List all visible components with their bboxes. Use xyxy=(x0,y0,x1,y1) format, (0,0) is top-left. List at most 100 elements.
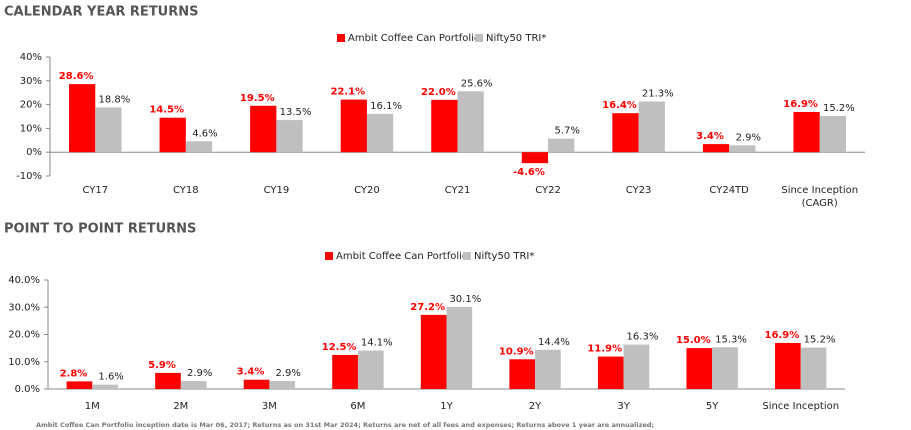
bar xyxy=(66,381,93,389)
x-tick-label: CY17 xyxy=(82,185,109,196)
bar xyxy=(243,379,270,389)
y-tick-label: 40% xyxy=(20,52,42,63)
x-tick-label: CY21 xyxy=(444,185,471,196)
y-tick-label: 0.0% xyxy=(15,384,40,395)
y-tick-label: 30% xyxy=(20,76,42,87)
data-label: 3.4% xyxy=(237,367,265,378)
bar xyxy=(185,141,213,153)
data-label: 27.2% xyxy=(410,302,445,313)
bar xyxy=(548,138,575,153)
x-tick-label: 1Y xyxy=(440,401,453,412)
data-label: 1.6% xyxy=(98,372,123,383)
data-label: 15.2% xyxy=(823,103,855,114)
data-label: 18.8% xyxy=(99,94,131,105)
data-label: 2.8% xyxy=(60,368,88,379)
bar xyxy=(819,116,846,153)
data-label: 14.5% xyxy=(149,105,184,116)
bar xyxy=(155,372,181,389)
data-label: 15.0% xyxy=(676,335,711,346)
data-label: 12.5% xyxy=(322,342,357,353)
y-tick-label: 10% xyxy=(20,123,42,134)
data-label: 16.9% xyxy=(783,99,818,110)
legend-label: Ambit Coffee Can Portfolio xyxy=(348,33,480,44)
bar xyxy=(446,306,473,389)
bar xyxy=(775,342,801,389)
x-tick-label: Since Inception (CAGR) xyxy=(781,185,859,209)
data-label: -4.6% xyxy=(513,167,545,178)
data-label: 3.4% xyxy=(696,131,724,142)
x-tick-label: CY18 xyxy=(173,185,199,196)
data-label: 14.4% xyxy=(538,337,570,348)
data-label: 16.4% xyxy=(602,100,637,111)
bar xyxy=(686,348,713,389)
data-label: 4.6% xyxy=(192,128,217,139)
bar xyxy=(612,113,639,153)
y-tick-label: 40.0% xyxy=(8,275,40,286)
data-label: 13.5% xyxy=(280,107,312,118)
x-tick-label: CY19 xyxy=(263,185,290,196)
bar xyxy=(702,144,730,153)
legend-swatch xyxy=(325,252,333,260)
legend-swatch xyxy=(337,34,345,42)
bar xyxy=(366,113,394,153)
bar xyxy=(535,349,561,389)
x-tick-label: 1M xyxy=(84,401,100,412)
bar xyxy=(269,381,296,389)
bar xyxy=(457,91,484,153)
data-label: 10.9% xyxy=(499,346,534,357)
data-label: 21.3% xyxy=(642,89,674,100)
bar xyxy=(793,111,820,153)
legend-label: Ambit Coffee Can Portfolio xyxy=(336,251,468,262)
legend-swatch xyxy=(475,34,483,42)
x-tick-label: 5Y xyxy=(705,401,719,412)
x-tick-label: CY22 xyxy=(535,185,561,196)
bar xyxy=(276,120,303,153)
bar xyxy=(340,99,367,153)
x-tick-label: 3Y xyxy=(617,401,630,412)
data-label: 22.0% xyxy=(421,87,456,98)
bar xyxy=(712,347,738,389)
y-tick-label: -10% xyxy=(16,171,42,182)
data-label: 30.1% xyxy=(449,294,481,305)
data-label: 22.1% xyxy=(330,87,365,98)
data-label: 15.2% xyxy=(804,335,836,346)
x-tick-label: CY23 xyxy=(625,185,652,196)
data-label: 14.1% xyxy=(361,338,393,349)
x-tick-label: CY24TD xyxy=(709,185,749,196)
bar xyxy=(95,107,122,153)
legend-label: Nifty50 TRI* xyxy=(474,251,534,262)
bar xyxy=(509,359,536,389)
data-label: 25.6% xyxy=(461,78,493,89)
data-label: 2.9% xyxy=(736,132,761,143)
bar xyxy=(800,347,827,389)
data-label: 2.9% xyxy=(276,368,301,379)
data-label: 2.9% xyxy=(187,368,212,379)
bar xyxy=(420,314,447,389)
bar xyxy=(623,344,650,389)
data-label: 11.9% xyxy=(587,344,622,355)
footnote: Ambit Coffee Can Portfolio inception dat… xyxy=(36,421,654,429)
bar xyxy=(431,99,458,153)
data-label: 19.5% xyxy=(240,93,275,104)
chart-title: POINT TO POINT RETURNS xyxy=(4,222,196,237)
y-tick-label: 20% xyxy=(20,100,42,111)
data-label: 16.9% xyxy=(765,330,800,341)
y-tick-label: 30.0% xyxy=(8,302,40,313)
data-label: 5.7% xyxy=(554,126,579,137)
y-tick-label: 0% xyxy=(26,147,42,158)
x-tick-label: Since Inception xyxy=(762,401,840,412)
bar xyxy=(521,152,549,164)
data-label: 5.9% xyxy=(148,360,176,371)
bar xyxy=(729,145,756,153)
bar xyxy=(357,350,384,389)
y-tick-label: 20.0% xyxy=(8,330,40,341)
bar xyxy=(159,117,186,153)
bar xyxy=(250,105,277,153)
x-tick-label: 3M xyxy=(261,401,277,412)
data-label: 16.1% xyxy=(370,101,402,112)
x-tick-label: CY20 xyxy=(354,185,380,196)
legend-label: Nifty50 TRI* xyxy=(486,33,546,44)
chart-title: CALENDAR YEAR RETURNS xyxy=(4,5,199,20)
